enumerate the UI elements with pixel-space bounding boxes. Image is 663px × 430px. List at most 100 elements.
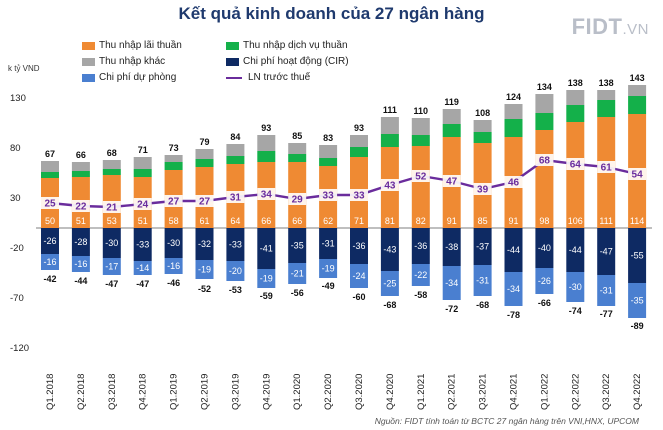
label-cost-total: -59 [260, 291, 273, 301]
label-nii-value: 106 [568, 216, 583, 226]
label-prov-value: -19 [198, 265, 211, 275]
label-opex-value: -55 [631, 251, 644, 261]
legend-item-pbt: LN trước thuế [226, 72, 310, 83]
bar-segment-fee [319, 158, 338, 166]
label-income-total: 124 [506, 92, 521, 102]
pbt-label-bg [257, 188, 276, 200]
pbt-label-bg [566, 158, 585, 170]
x-tick-label: Q4.2019 [261, 374, 272, 410]
bar-segment-opex [195, 228, 214, 260]
bar-segment-prov [411, 264, 430, 286]
label-opex-value: -36 [352, 241, 365, 251]
bar-segment-opex [442, 228, 461, 266]
x-tick-label: Q4.2020 [385, 374, 396, 410]
x-tick-label: Q1.2022 [539, 374, 550, 410]
bar-segment-fee [41, 172, 59, 178]
label-opex-value: -44 [569, 245, 582, 255]
label-prov-value: -31 [476, 276, 489, 286]
label-opex-value: -40 [538, 243, 551, 253]
pbt-point-label: 27 [199, 197, 211, 208]
bar-segment-other [411, 118, 430, 135]
label-cost-total: -49 [322, 281, 335, 291]
legend-label-pbt: LN trước thuế [248, 72, 311, 83]
label-opex-value: -41 [260, 244, 273, 254]
label-prov-value: -35 [631, 296, 644, 306]
legend-swatch-other [82, 57, 95, 66]
y-axis-unit-label: k tỷ VND [8, 64, 40, 73]
legend-line-pbt [226, 76, 242, 79]
bar-segment-other [102, 160, 121, 169]
label-nii-value: 61 [199, 216, 209, 226]
label-prov-value: -22 [414, 270, 427, 280]
bar-segment-opex [535, 228, 554, 268]
label-opex-value: -31 [322, 239, 335, 249]
label-income-total: 138 [568, 78, 583, 88]
bar-segment-fee [504, 119, 523, 137]
legend-item-fee: Thu nhập dịch vụ thuần [226, 40, 348, 51]
pbt-point-label: 54 [632, 170, 644, 181]
brand-suffix: .VN [622, 21, 649, 38]
label-nii-value: 71 [354, 216, 364, 226]
pbt-label-bg [504, 176, 523, 188]
bar-segment-fee [442, 124, 461, 137]
bar-segment-prov [319, 259, 338, 278]
label-opex-value: -36 [414, 241, 427, 251]
label-income-total: 119 [444, 97, 459, 107]
pbt-label-bg [628, 168, 647, 180]
bar-segment-prov [380, 271, 399, 296]
pbt-point-label: 33 [323, 191, 335, 202]
label-nii-value: 64 [230, 216, 240, 226]
pbt-point-label: 25 [44, 199, 56, 210]
label-cost-total: -78 [507, 310, 520, 320]
x-tick-label: Q1.2021 [416, 374, 427, 410]
label-cost-total: -52 [198, 284, 211, 294]
label-nii-value: 82 [416, 216, 426, 226]
x-tick-label: Q2.2020 [323, 374, 334, 410]
x-tick-label: Q1.2018 [45, 374, 56, 410]
legend-item-nii: Thu nhập lãi thuần [82, 40, 182, 51]
label-opex-value: -37 [476, 242, 489, 252]
pbt-point-label: 61 [601, 163, 613, 174]
bar-segment-prov [535, 268, 554, 294]
bar-segment-fee [566, 105, 585, 122]
x-tick-label: Q4.2022 [632, 374, 643, 410]
label-cost-total: -77 [600, 309, 613, 319]
pbt-point-label: 68 [539, 156, 551, 167]
bar-segment-opex [597, 228, 616, 275]
y-tick-label: 30 [10, 193, 21, 204]
label-income-total: 134 [537, 82, 552, 92]
x-tick-label: Q4.2018 [138, 374, 149, 410]
label-income-total: 85 [292, 131, 302, 141]
label-cost-total: -53 [229, 285, 242, 295]
pbt-point-label: 47 [446, 177, 458, 188]
bar-segment-other [288, 143, 307, 154]
pbt-point-label: 24 [137, 200, 149, 211]
label-prov-value: -16 [74, 259, 87, 269]
label-opex-value: -30 [105, 238, 118, 248]
x-tick-label: Q2.2022 [570, 374, 581, 410]
pbt-label-bg [380, 179, 399, 191]
bar-segment-opex [504, 228, 523, 272]
bar-segment-other [628, 85, 647, 96]
label-opex-value: -33 [229, 240, 242, 250]
label-income-total: 67 [45, 149, 55, 159]
label-cost-total: -46 [167, 278, 180, 288]
label-prov-value: -26 [538, 276, 551, 286]
bar-segment-opex [628, 228, 647, 283]
bar-segment-other [226, 144, 245, 156]
bar-segment-other [597, 90, 616, 100]
bar-segment-nii [566, 122, 585, 228]
bar-segment-fee [226, 156, 245, 164]
pbt-label-bg [102, 201, 121, 213]
label-nii-value: 58 [169, 216, 179, 226]
pbt-label-bg [133, 198, 152, 210]
label-income-total: 66 [76, 150, 86, 160]
label-prov-value: -30 [569, 282, 582, 292]
pbt-point-label: 29 [292, 195, 304, 206]
pbt-point-label: 22 [75, 202, 87, 213]
bar-segment-fee [288, 154, 307, 162]
legend-swatch-opex [226, 57, 239, 66]
bar-segment-prov [442, 266, 461, 300]
label-income-total: 93 [354, 123, 364, 133]
label-cost-total: -66 [538, 298, 551, 308]
